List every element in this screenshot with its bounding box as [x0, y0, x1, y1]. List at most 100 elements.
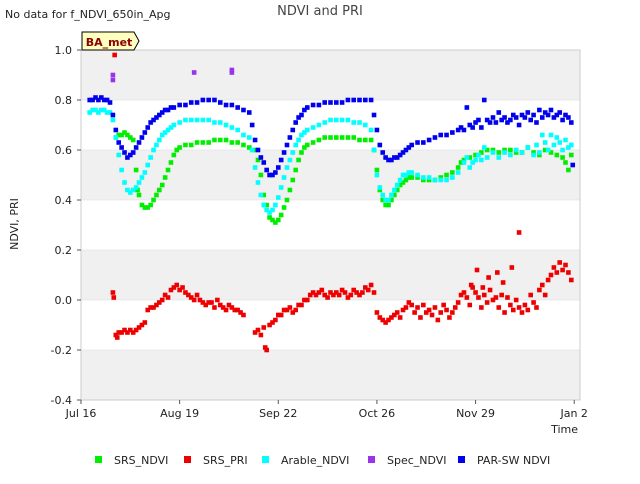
- data-point: [287, 157, 293, 163]
- data-point: [383, 202, 388, 208]
- data-point: [273, 317, 278, 323]
- data-point: [154, 142, 159, 148]
- data-point: [246, 135, 252, 140]
- data-point: [394, 310, 400, 315]
- data-point: [522, 302, 528, 308]
- data-point: [270, 217, 275, 223]
- data-point: [548, 107, 554, 113]
- data-point: [566, 270, 571, 275]
- x-tick-label: Jul 16: [65, 407, 97, 420]
- data-point: [310, 140, 316, 145]
- data-point: [293, 142, 298, 148]
- data-point: [400, 150, 406, 155]
- data-point: [467, 122, 473, 128]
- data-point: [197, 297, 203, 303]
- series-srs-ndvi: [113, 130, 574, 225]
- data-point: [339, 135, 345, 140]
- data-point: [386, 197, 391, 203]
- data-point: [468, 282, 474, 288]
- data-point: [331, 292, 336, 298]
- data-point: [539, 132, 545, 138]
- data-point: [93, 95, 98, 100]
- data-point: [421, 175, 426, 180]
- data-point: [171, 105, 177, 110]
- data-point: [383, 155, 388, 160]
- data-point: [171, 122, 177, 128]
- data-point: [406, 300, 412, 305]
- data-point: [252, 147, 258, 153]
- data-point: [560, 267, 565, 273]
- data-point: [229, 140, 235, 145]
- data-point: [258, 192, 264, 198]
- data-point: [299, 150, 304, 155]
- data-point: [569, 120, 574, 125]
- data-point: [421, 302, 426, 308]
- data-point: [125, 187, 130, 193]
- data-point: [287, 187, 293, 193]
- ba-met-badge[interactable]: BA_met: [81, 31, 140, 51]
- data-point: [188, 117, 194, 123]
- data-point: [525, 145, 531, 150]
- data-point: [284, 165, 290, 170]
- data-point: [217, 120, 223, 125]
- data-point: [104, 110, 110, 115]
- data-point: [264, 202, 269, 208]
- data-point: [493, 120, 499, 125]
- y-tick-label: 1.0: [55, 44, 73, 57]
- data-point: [484, 155, 490, 160]
- badge-label: BA_met: [86, 36, 133, 49]
- data-point: [128, 327, 133, 333]
- chart-title: NDVI and PRI: [277, 4, 363, 19]
- data-point: [191, 70, 197, 75]
- data-point: [246, 145, 252, 150]
- data-point: [386, 157, 391, 163]
- data-point: [394, 155, 400, 160]
- data-point: [563, 112, 568, 118]
- data-point: [516, 122, 522, 128]
- data-point: [389, 157, 394, 163]
- data-point: [426, 137, 432, 143]
- data-point: [351, 135, 357, 140]
- y-tick-label: 0.0: [55, 294, 73, 307]
- data-point: [313, 292, 319, 298]
- data-point: [380, 192, 386, 198]
- data-point: [525, 110, 531, 115]
- data-point: [281, 175, 287, 180]
- data-point: [508, 152, 513, 158]
- x-tick-label: Oct 26: [359, 407, 396, 420]
- data-point: [281, 205, 287, 210]
- data-point: [262, 345, 268, 350]
- data-point: [116, 132, 122, 138]
- data-point: [566, 115, 571, 120]
- data-point: [531, 152, 536, 158]
- data-point: [183, 290, 188, 295]
- y-axis: -0.4 -0.2 0.0 0.2 0.4 0.6 0.8 1.0: [51, 44, 81, 407]
- data-point: [481, 145, 487, 150]
- data-point: [255, 147, 261, 153]
- data-point: [539, 282, 545, 288]
- data-point: [415, 305, 420, 310]
- data-point: [377, 187, 383, 193]
- data-point: [151, 147, 156, 153]
- data-point: [531, 112, 536, 118]
- data-point: [450, 175, 455, 180]
- data-point: [90, 97, 95, 103]
- data-point: [397, 177, 403, 183]
- data-point: [261, 160, 267, 165]
- data-point: [278, 185, 284, 190]
- data-point: [168, 287, 174, 293]
- data-point: [345, 295, 351, 300]
- data-point: [455, 165, 461, 170]
- data-point: [357, 120, 362, 125]
- x-tick-label: Aug 19: [160, 407, 199, 420]
- data-point: [267, 172, 272, 178]
- data-point: [125, 330, 130, 335]
- data-point: [162, 175, 168, 180]
- data-point: [377, 142, 383, 148]
- data-point: [551, 142, 557, 148]
- data-point: [406, 170, 412, 175]
- data-point: [473, 290, 478, 295]
- data-point: [157, 187, 162, 193]
- data-point: [246, 110, 252, 115]
